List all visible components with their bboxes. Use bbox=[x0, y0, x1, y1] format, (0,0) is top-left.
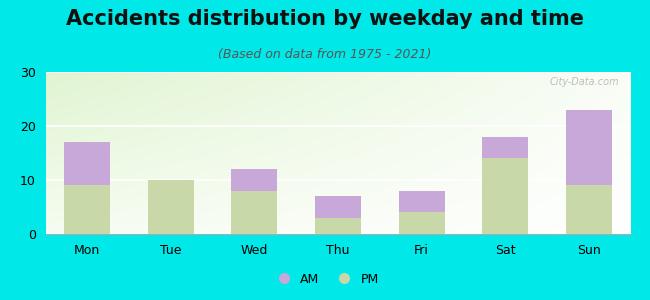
Bar bbox=[64, 185, 111, 234]
Text: (Based on data from 1975 - 2021): (Based on data from 1975 - 2021) bbox=[218, 48, 432, 61]
Bar bbox=[566, 185, 612, 234]
Bar bbox=[64, 142, 111, 185]
Text: Accidents distribution by weekday and time: Accidents distribution by weekday and ti… bbox=[66, 9, 584, 29]
Bar bbox=[398, 212, 445, 234]
Bar bbox=[231, 169, 278, 191]
Text: City-Data.com: City-Data.com bbox=[549, 77, 619, 87]
Bar bbox=[315, 218, 361, 234]
Bar bbox=[482, 158, 528, 234]
Bar bbox=[315, 196, 361, 218]
Bar bbox=[231, 191, 278, 234]
Bar bbox=[398, 191, 445, 212]
Legend: AM, PM: AM, PM bbox=[266, 268, 384, 291]
Bar bbox=[148, 180, 194, 234]
Bar bbox=[482, 137, 528, 158]
Bar bbox=[566, 110, 612, 185]
